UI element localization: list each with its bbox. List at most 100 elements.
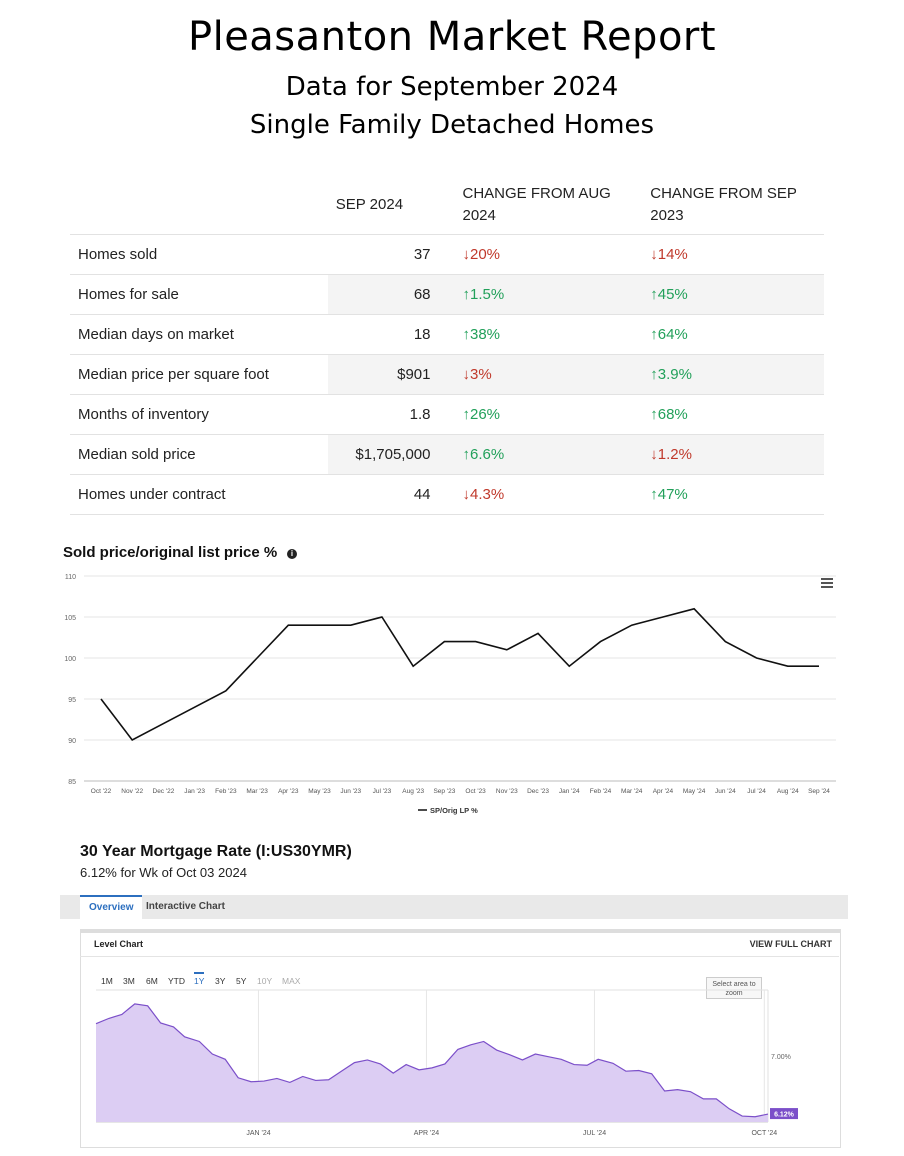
market-stats-table: SEP 2024 CHANGE FROM AUG 2024 CHANGE FRO… — [70, 176, 824, 515]
y-tick-label: 95 — [68, 697, 76, 704]
x-tick-label: OCT '24 — [751, 1130, 777, 1137]
x-tick-label: Jan '23 — [184, 788, 205, 795]
x-tick-label: Mar '24 — [621, 788, 643, 795]
range-button-3y[interactable]: 3Y — [215, 976, 226, 986]
sp-olp-chart-title: Sold price/original list price % — [63, 544, 278, 561]
table-header-change-year: CHANGE FROM SEP 2023 — [650, 185, 797, 224]
x-tick-label: Apr '24 — [653, 788, 674, 795]
table-row: Median days on market 18 ↑38% ↑64% — [70, 314, 824, 355]
page-subtitle-segment: Single Family Detached Homes — [249, 110, 655, 140]
change-from-sep: ↑47% — [636, 474, 824, 515]
current-value-label: 6.12% — [774, 1112, 795, 1119]
x-tick-label: Sep '24 — [808, 788, 830, 795]
range-button-6m[interactable]: 6M — [146, 976, 158, 986]
change-from-aug: ↓4.3% — [448, 474, 637, 515]
change-value: 14% — [657, 246, 688, 263]
arrow-down-icon: ↓ — [462, 486, 471, 503]
info-icon[interactable]: i — [287, 549, 297, 559]
x-tick-label: Nov '22 — [121, 788, 143, 795]
table-row: Median sold price $1,705,000 ↑6.6% ↓1.2% — [70, 434, 824, 475]
x-tick-label: Feb '24 — [590, 788, 612, 795]
area-fill — [96, 1003, 768, 1122]
arrow-up-icon: ↑ — [462, 406, 471, 423]
change-value: 47% — [657, 486, 688, 503]
table-header-blank — [70, 176, 328, 235]
change-value: 6.6% — [470, 446, 505, 463]
arrow-up-icon: ↑ — [650, 406, 658, 423]
sp-olp-line-chart: 85 90 95 100 105 110 Oct '22 Nov '22 Dec '22 Jan … — [64, 574, 836, 815]
row-value: $901 — [327, 354, 449, 395]
y-tick-label: 110 — [65, 574, 76, 581]
level-chart-panel — [80, 929, 841, 1148]
change-from-sep: ↑45% — [636, 274, 824, 315]
change-value: 20% — [470, 246, 501, 263]
range-button-1m[interactable]: 1M — [101, 976, 113, 986]
y-tick-label: 90 — [68, 738, 76, 745]
x-tick-label: APR '24 — [414, 1130, 440, 1137]
x-tick-label: Aug '24 — [777, 788, 799, 795]
change-value: 64% — [657, 326, 688, 343]
range-button-5y[interactable]: 5Y — [236, 976, 247, 986]
change-from-aug: ↑6.6% — [448, 434, 637, 475]
x-tick-label: JUL '24 — [583, 1130, 606, 1137]
change-from-sep: ↓14% — [636, 234, 824, 275]
chart-menu-icon[interactable] — [821, 578, 833, 588]
y-tick-label: 105 — [64, 615, 76, 622]
x-tick-label: Jun '24 — [715, 788, 736, 795]
range-button-3m[interactable]: 3M — [123, 976, 135, 986]
page-subtitle-date: Data for September 2024 — [285, 72, 619, 102]
x-tick-label: Jun '23 — [340, 788, 361, 795]
range-button-10y[interactable]: 10Y — [257, 976, 273, 986]
page-title: Pleasanton Market Report — [187, 14, 717, 60]
x-tick-label: Jan '24 — [559, 788, 580, 795]
arrow-up-icon: ↑ — [462, 326, 471, 343]
tab-interactive-chart[interactable]: Interactive Chart — [146, 901, 225, 912]
arrow-up-icon: ↑ — [650, 286, 658, 303]
row-value: $1,705,000 — [327, 434, 449, 475]
arrow-up-icon: ↑ — [650, 326, 658, 343]
change-value: 38% — [470, 326, 501, 343]
change-from-aug: ↓3% — [448, 354, 637, 395]
row-label: Homes for sale — [70, 274, 328, 315]
arrow-up-icon: ↑ — [462, 286, 471, 303]
row-label: Median price per square foot — [70, 354, 328, 395]
arrow-down-icon: ↓ — [650, 246, 658, 263]
view-full-chart-link[interactable]: VIEW FULL CHART — [749, 939, 832, 949]
table-row: Homes sold 37 ↓20% ↓14% — [70, 234, 824, 275]
y-tick-label: 85 — [68, 779, 76, 786]
x-tick-label: Jul '23 — [373, 788, 392, 795]
x-tick-label: Nov '23 — [496, 788, 518, 795]
change-value: 4.3% — [470, 486, 505, 503]
series-line — [100, 607, 819, 742]
table-header-current: SEP 2024 — [335, 196, 404, 213]
range-button-1y[interactable]: 1Y — [194, 972, 205, 988]
mortgage-tab-bar: Overview Interactive Chart — [60, 895, 848, 919]
change-from-aug: ↓20% — [448, 234, 637, 275]
row-value: 44 — [327, 474, 449, 515]
row-value: 1.8 — [327, 394, 449, 435]
level-chart-title: Level Chart — [94, 939, 144, 949]
arrow-up-icon: ↑ — [650, 366, 658, 383]
row-value: 68 — [327, 274, 449, 315]
current-value-badge — [770, 1108, 798, 1120]
x-tick-label: Apr '23 — [278, 788, 299, 795]
change-value: 45% — [657, 286, 688, 303]
x-tick-label: Sep '23 — [433, 788, 455, 795]
mortgage-area-chart: JAN '24 APR '24 JUL '24 OCT '24 7.00% 6.12% — [95, 989, 798, 1137]
row-value: 37 — [327, 234, 449, 275]
x-tick-label: Oct '22 — [91, 788, 112, 795]
range-button-max[interactable]: MAX — [282, 976, 301, 986]
arrow-down-icon: ↓ — [650, 446, 658, 463]
x-tick-label: Mar '23 — [246, 788, 268, 795]
x-tick-label: May '23 — [308, 788, 331, 795]
change-value: 26% — [470, 406, 501, 423]
row-label: Homes under contract — [70, 474, 328, 515]
x-tick-label: Jul '24 — [747, 788, 766, 795]
tab-overview[interactable]: Overview — [80, 895, 143, 919]
table-row: Median price per square foot $901 ↓3% ↑3.9% — [70, 354, 824, 395]
range-button-ytd[interactable]: YTD — [168, 976, 185, 986]
change-value: 1.2% — [657, 446, 692, 463]
panel-divider — [80, 956, 839, 957]
x-tick-label: JAN '24 — [246, 1130, 270, 1137]
change-value: 3.9% — [657, 366, 692, 383]
